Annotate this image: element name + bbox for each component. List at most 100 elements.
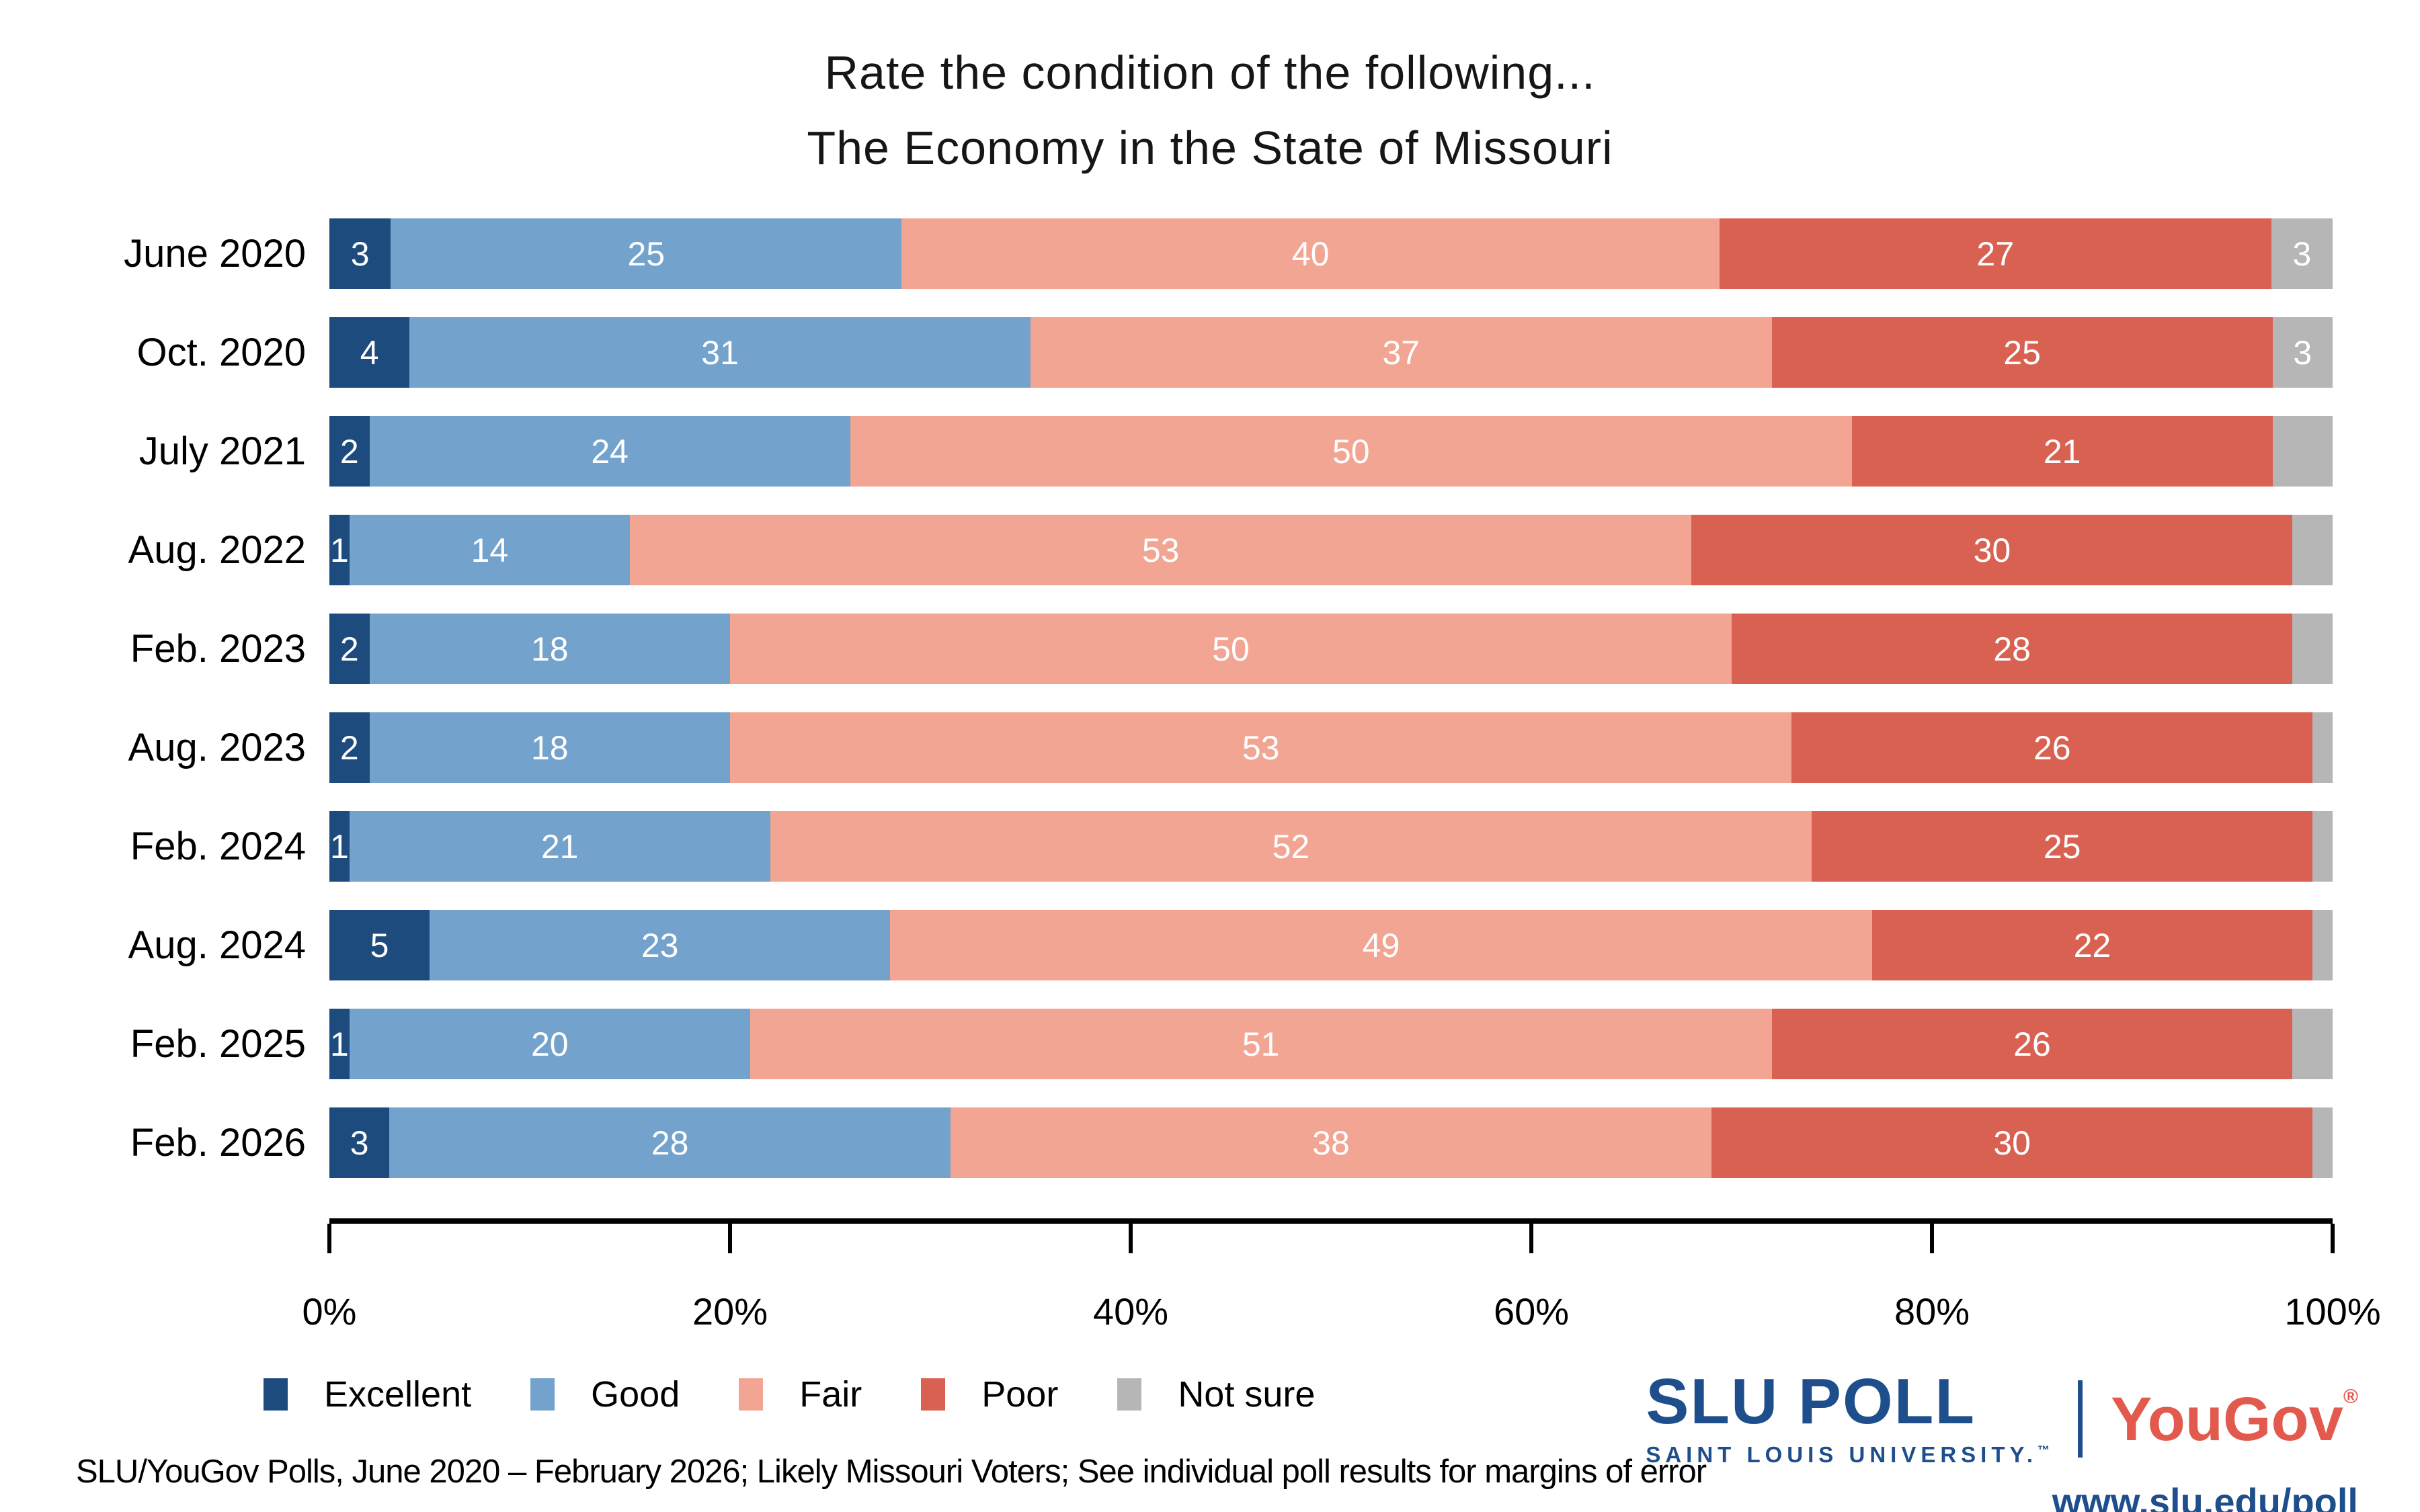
axis-tick-label: 80% bbox=[1894, 1290, 1970, 1333]
segment-good: 23 bbox=[430, 910, 891, 980]
legend-item-good: Good bbox=[530, 1374, 680, 1415]
segment-value-label: 14 bbox=[471, 531, 509, 569]
segment-value-label: 21 bbox=[540, 827, 579, 866]
x-axis: 0% 20% 40% 60% 80% 100% bbox=[302, 1218, 2381, 1333]
chart-row: Feb. 2024 1 21 52 25 bbox=[77, 811, 2333, 882]
segment-value-label: 4 bbox=[360, 333, 379, 372]
segment-fair: 50 bbox=[729, 614, 1732, 684]
segment-value-label: 18 bbox=[530, 728, 569, 767]
axis-tick bbox=[1129, 1224, 1133, 1253]
segment-fair: 53 bbox=[729, 712, 1792, 783]
legend-item-fair: Fair bbox=[739, 1374, 862, 1415]
row-label: June 2020 bbox=[124, 232, 306, 276]
segment-value-label: 37 bbox=[1382, 333, 1420, 372]
segment-fair: 50 bbox=[850, 416, 1852, 487]
segment-excellent: 5 bbox=[329, 910, 430, 980]
chart-row: Feb. 2025 1 20 51 26 bbox=[77, 1009, 2333, 1079]
segment-value-label: 3 bbox=[350, 235, 370, 273]
segment-good: 21 bbox=[349, 811, 770, 882]
segment-excellent: 3 bbox=[329, 218, 391, 289]
segment-value-label: 18 bbox=[530, 630, 569, 668]
row-label: Oct. 2020 bbox=[136, 331, 306, 374]
segment-value-label: 2 bbox=[339, 728, 359, 767]
axis-tick-label: 0% bbox=[302, 1290, 357, 1333]
stacked-bar: 3 28 38 30 bbox=[329, 1107, 2333, 1178]
segment-value-label: 30 bbox=[1993, 1124, 2031, 1162]
segment-value-label: 27 bbox=[1976, 235, 2015, 273]
segment-excellent: 1 bbox=[329, 1009, 350, 1079]
segment-fair: 40 bbox=[901, 218, 1720, 289]
segment-value-label: 21 bbox=[2043, 432, 2081, 470]
slu-poll-wordmark: SLU POLL bbox=[1646, 1366, 1976, 1437]
segment-fair: 52 bbox=[770, 811, 1812, 882]
slu-poll-url: www.slu.edu/poll bbox=[2052, 1480, 2358, 1512]
axis-tick-label: 60% bbox=[1493, 1290, 1570, 1333]
chart-row: Feb. 2026 3 28 38 30 bbox=[77, 1107, 2333, 1178]
slu-university-text: SAINT LOUIS UNIVERSITY. bbox=[1646, 1442, 2038, 1467]
segment-value-label: 52 bbox=[1272, 827, 1310, 866]
legend-label: Good bbox=[591, 1374, 680, 1415]
chart-title-line-1: Rate the condition of the following... bbox=[824, 46, 1596, 99]
legend-label: Excellent bbox=[324, 1374, 472, 1415]
segment-fair: 37 bbox=[1030, 317, 1772, 388]
registered-symbol: ® bbox=[2343, 1386, 2358, 1408]
segment-not-sure bbox=[2312, 910, 2333, 980]
segment-good: 28 bbox=[389, 1107, 951, 1178]
trademark-symbol: ™ bbox=[2038, 1443, 2050, 1457]
chart-rows: June 2020 3 25 40 27 3 Oct. 2020 4 31 37 25 3 July 2… bbox=[77, 218, 2333, 1206]
segment-good: 25 bbox=[391, 218, 902, 289]
segment-excellent: 2 bbox=[329, 712, 370, 783]
segment-not-sure bbox=[2292, 1009, 2333, 1079]
segment-value-label: 28 bbox=[1993, 630, 2031, 668]
axis-tick bbox=[2331, 1224, 2335, 1253]
segment-good: 20 bbox=[349, 1009, 750, 1079]
segment-value-label: 1 bbox=[329, 1025, 349, 1063]
legend-swatch-good bbox=[530, 1378, 555, 1411]
segment-value-label: 28 bbox=[651, 1124, 689, 1162]
segment-value-label: 31 bbox=[701, 333, 739, 372]
legend-item-excellent: Excellent bbox=[264, 1374, 471, 1415]
axis-tick bbox=[1529, 1224, 1533, 1253]
segment-not-sure bbox=[2292, 515, 2333, 585]
brand-divider bbox=[2078, 1380, 2083, 1458]
segment-poor: 26 bbox=[1791, 712, 2313, 783]
stacked-bar: 2 24 50 21 bbox=[329, 416, 2333, 487]
segment-poor: 22 bbox=[1871, 910, 2313, 980]
segment-excellent: 1 bbox=[329, 515, 350, 585]
stacked-bar: 2 18 53 26 bbox=[329, 712, 2333, 783]
yougov-logo: YouGov® bbox=[2111, 1386, 2358, 1451]
segment-poor: 25 bbox=[1771, 317, 2273, 388]
segment-value-label: 25 bbox=[2043, 827, 2081, 866]
axis-tick-label: 40% bbox=[1092, 1290, 1169, 1333]
row-label: Aug. 2024 bbox=[128, 923, 306, 967]
segment-not-sure bbox=[2312, 1107, 2333, 1178]
segment-not-sure bbox=[2272, 416, 2333, 487]
segment-value-label: 3 bbox=[350, 1124, 369, 1162]
chart-row: Feb. 2023 2 18 50 28 bbox=[77, 614, 2333, 684]
segment-fair: 53 bbox=[629, 515, 1692, 585]
segment-value-label: 38 bbox=[1312, 1124, 1350, 1162]
legend-swatch-poor bbox=[921, 1378, 946, 1411]
chart-title: Rate the condition of the following... T… bbox=[0, 35, 2420, 185]
row-label: Feb. 2025 bbox=[130, 1022, 306, 1066]
segment-good: 18 bbox=[369, 712, 730, 783]
segment-not-sure bbox=[2312, 712, 2333, 783]
segment-not-sure: 3 bbox=[2271, 218, 2333, 289]
segment-fair: 51 bbox=[750, 1009, 1772, 1079]
segment-poor: 25 bbox=[1812, 811, 2313, 882]
segment-good: 14 bbox=[349, 515, 630, 585]
segment-value-label: 3 bbox=[2292, 235, 2312, 273]
segment-value-label: 2 bbox=[339, 630, 359, 668]
axis-tick bbox=[728, 1224, 732, 1253]
stacked-bar: 4 31 37 25 3 bbox=[329, 317, 2333, 388]
slu-university-wordmark: SAINT LOUIS UNIVERSITY.™ bbox=[1646, 1442, 2050, 1468]
row-label: Aug. 2023 bbox=[128, 726, 306, 769]
segment-fair: 49 bbox=[890, 910, 1872, 980]
segment-poor: 26 bbox=[1771, 1009, 2293, 1079]
axis-tick bbox=[327, 1224, 331, 1253]
stacked-bar: 1 14 53 30 bbox=[329, 515, 2333, 585]
segment-not-sure bbox=[2292, 614, 2333, 684]
branding: SLU POLL SAINT LOUIS UNIVERSITY.™ YouGov… bbox=[1646, 1370, 2358, 1512]
legend-label: Poor bbox=[981, 1374, 1059, 1415]
